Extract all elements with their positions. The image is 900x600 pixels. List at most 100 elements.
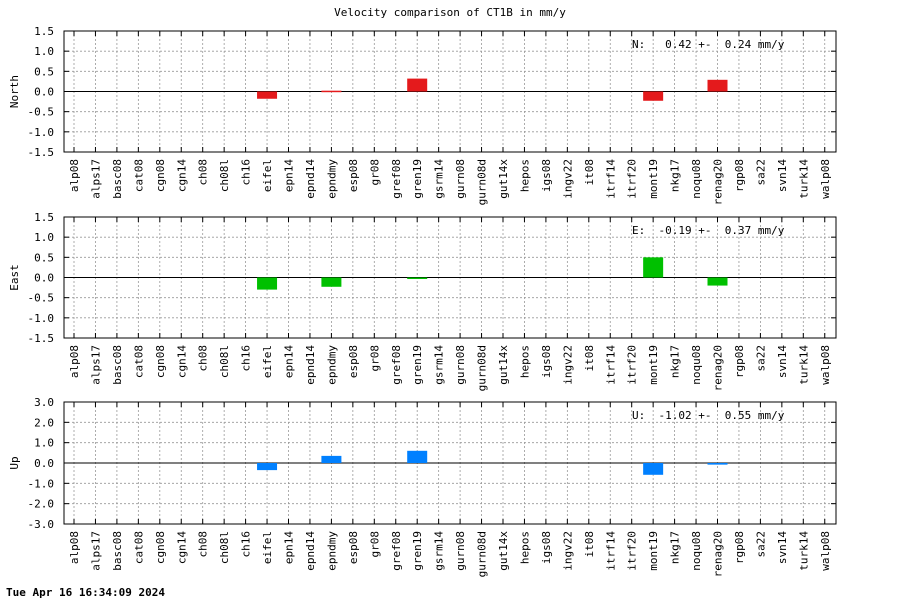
page-title: Velocity comparison of CT1B in mm/y <box>334 6 566 19</box>
east-bar-eifel <box>257 277 278 290</box>
up-ytick-label: 2.0 <box>34 416 54 429</box>
east-annotation: E: -0.19 +- 0.37 mm/y <box>632 224 785 237</box>
up-xtick-label: epndmy <box>325 531 338 571</box>
east-ytick-label: -1.0 <box>28 312 55 325</box>
up-xtick-label: ingv22 <box>561 531 574 571</box>
up-xtick-label: noqu08 <box>690 531 703 571</box>
up-ytick-label: -1.0 <box>28 477 55 490</box>
north-xtick-label: itrf14 <box>604 159 617 199</box>
up-ytick-label: -3.0 <box>28 518 55 531</box>
east-ytick-label: 0.0 <box>34 272 54 285</box>
north-xtick-label: noqu08 <box>690 159 703 199</box>
up-bar-renag20 <box>707 463 728 465</box>
east-xtick-label: eifel <box>261 345 274 378</box>
east-xtick-label: renag20 <box>712 345 725 391</box>
up-xtick-label: svn14 <box>776 531 789 564</box>
east-xtick-label: epn14 <box>283 345 296 378</box>
east-bar-gren19 <box>407 277 428 279</box>
up-xtick-label: ch16 <box>240 531 253 558</box>
east-xtick-label: cgn08 <box>154 345 167 378</box>
east-xtick-label: gref08 <box>390 345 403 385</box>
up-bar-eifel <box>257 463 278 471</box>
east-xtick-label: cgn14 <box>175 345 188 378</box>
north-xtick-label: nkg17 <box>669 159 682 192</box>
north-xtick-label: itrf20 <box>626 159 639 199</box>
east-xtick-label: basc08 <box>111 345 124 385</box>
north-annotation: N: 0.42 +- 0.24 mm/y <box>632 38 785 51</box>
north-xtick-label: epnd14 <box>304 159 317 199</box>
up-xtick-label: rgp08 <box>733 531 746 564</box>
up-ytick-label: -2.0 <box>28 498 55 511</box>
north-xtick-label: renag20 <box>712 159 725 205</box>
east-xtick-label: svn14 <box>776 345 789 378</box>
up-xtick-label: walp08 <box>819 531 832 571</box>
up-xtick-label: sa22 <box>754 531 767 558</box>
east-xtick-label: gurn08d <box>476 345 489 391</box>
north-xtick-label: basc08 <box>111 159 124 199</box>
north-xtick-label: igs08 <box>540 159 553 192</box>
east-xtick-label: gren19 <box>411 345 424 385</box>
up-xtick-label: gref08 <box>390 531 403 571</box>
north-xtick-label: hepos <box>518 159 531 192</box>
north-bar-eifel <box>257 91 278 99</box>
up-xtick-label: gr08 <box>368 531 381 558</box>
up-xtick-label: nkg17 <box>669 531 682 564</box>
up-xtick-label: ch08l <box>218 531 231 564</box>
north-xtick-label: walp08 <box>819 159 832 199</box>
east-bar-epndmy <box>321 277 342 287</box>
north-xtick-label: gurn08 <box>454 159 467 199</box>
north-xtick-label: alps17 <box>89 159 102 199</box>
north-xtick-label: ch16 <box>240 159 253 186</box>
east-xtick-label: walp08 <box>819 345 832 385</box>
up-xtick-label: epn14 <box>283 531 296 564</box>
north-bar-renag20 <box>707 79 728 92</box>
north-xtick-label: epn14 <box>283 159 296 192</box>
up-ytick-label: 0.0 <box>34 457 54 470</box>
east-ytick-label: -0.5 <box>28 292 55 305</box>
east-ytick-label: -1.5 <box>28 332 55 345</box>
north-bar-epndmy <box>321 90 342 93</box>
north-xtick-label: mont19 <box>647 159 660 199</box>
north-xtick-label: it08 <box>583 159 596 186</box>
east-ytick-label: 1.0 <box>34 231 54 244</box>
north-xtick-label: alp08 <box>68 159 81 192</box>
footer-timestamp: Tue Apr 16 16:34:09 2024 <box>6 586 165 599</box>
east-xtick-label: alps17 <box>89 345 102 385</box>
up-xtick-label: renag20 <box>712 531 725 577</box>
up-xtick-label: eifel <box>261 531 274 564</box>
up-xtick-label: cgn08 <box>154 531 167 564</box>
north-xtick-label: gren19 <box>411 159 424 199</box>
east-xtick-label: ch08 <box>197 345 210 372</box>
up-bar-epndmy <box>321 455 342 463</box>
east-xtick-label: gurn08 <box>454 345 467 385</box>
north-xtick-label: gref08 <box>390 159 403 199</box>
east-xtick-label: noqu08 <box>690 345 703 385</box>
north-xtick-label: cat08 <box>132 159 145 192</box>
east-ytick-label: 1.5 <box>34 211 54 224</box>
east-xtick-label: alp08 <box>68 345 81 378</box>
up-bar-gren19 <box>407 450 428 463</box>
up-xtick-label: gsrm14 <box>433 531 446 571</box>
up-xtick-label: cgn14 <box>175 531 188 564</box>
north-ytick-label: -1.5 <box>28 146 55 159</box>
up-xtick-label: gurn08d <box>476 531 489 577</box>
east-xtick-label: gr08 <box>368 345 381 372</box>
east-xtick-label: gsrm14 <box>433 345 446 385</box>
east-axis-label: East <box>8 264 21 291</box>
up-xtick-label: hepos <box>518 531 531 564</box>
north-xtick-label: ingv22 <box>561 159 574 199</box>
up-xtick-label: igs08 <box>540 531 553 564</box>
east-ytick-label: 0.5 <box>34 251 54 264</box>
north-xtick-label: eifel <box>261 159 274 192</box>
up-xtick-label: gurn08 <box>454 531 467 571</box>
up-plot-frame <box>63 401 837 525</box>
east-xtick-label: itrf14 <box>604 345 617 385</box>
east-xtick-label: epndmy <box>325 345 338 385</box>
up-xtick-label: esp08 <box>347 531 360 564</box>
up-xtick-label: mont19 <box>647 531 660 571</box>
east-xtick-label: ch16 <box>240 345 253 372</box>
up-xtick-label: basc08 <box>111 531 124 571</box>
north-plot-frame <box>63 30 837 153</box>
east-bar-mont19 <box>643 257 664 278</box>
